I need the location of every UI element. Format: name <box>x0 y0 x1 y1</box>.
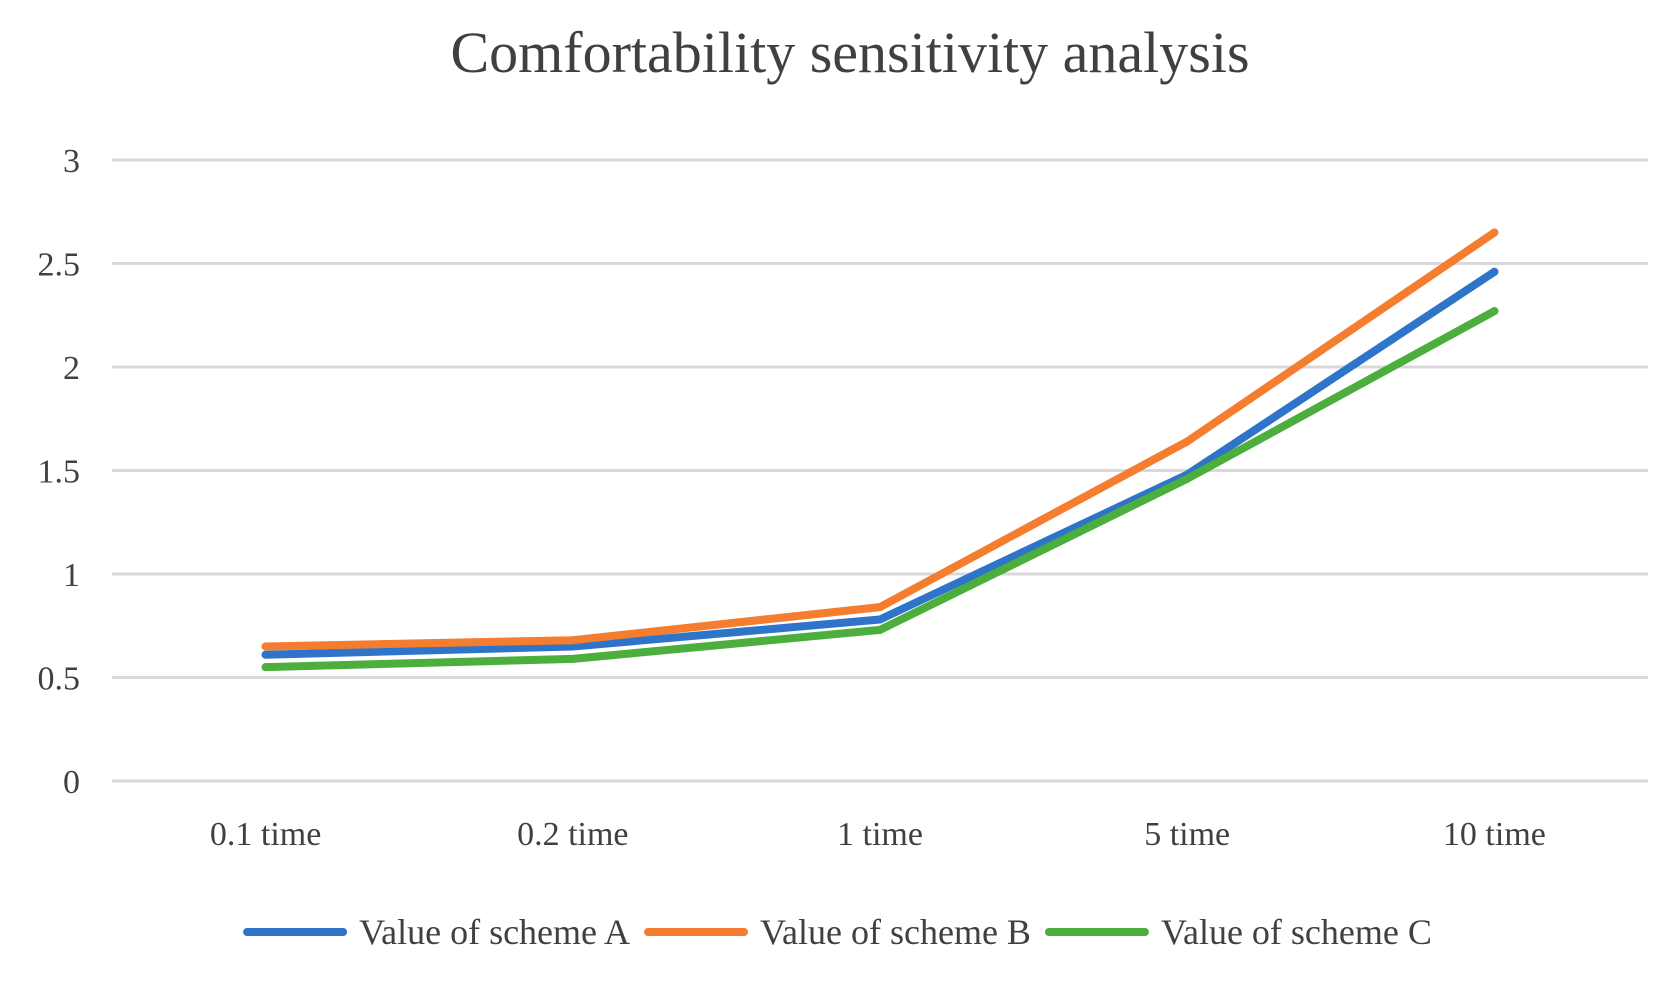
y-axis-tick-labels: 0 0.5 1 1.5 2 2.5 3 <box>38 143 81 801</box>
x-tick-label: 0.1 time <box>210 816 321 853</box>
data-point <box>1490 267 1499 276</box>
data-point <box>261 650 270 659</box>
series-line-b <box>261 228 1499 651</box>
data-point <box>568 642 577 651</box>
legend: Value of scheme A Value of scheme B Value … <box>243 912 1432 952</box>
y-tick-label: 0 <box>63 764 80 801</box>
x-tick-label: 10 time <box>1443 816 1546 853</box>
data-point <box>1490 228 1499 237</box>
data-point <box>876 625 884 634</box>
data-point <box>1183 437 1192 446</box>
y-tick-label: 3 <box>63 143 80 180</box>
x-tick-label: 5 time <box>1144 816 1230 853</box>
legend-label-c: Value of scheme C <box>1161 912 1432 952</box>
chart-title: Comfortability sensitivity analysis <box>450 20 1249 85</box>
data-point <box>568 636 577 645</box>
y-tick-label: 2.5 <box>38 247 81 284</box>
legend-label-a: Value of scheme A <box>359 912 630 952</box>
data-point <box>261 663 270 672</box>
data-point <box>568 654 577 663</box>
x-tick-label: 0.2 time <box>517 816 628 853</box>
data-point <box>1490 307 1499 316</box>
data-point <box>1183 474 1192 483</box>
gridlines <box>112 158 1648 783</box>
legend-label-b: Value of scheme B <box>760 912 1031 952</box>
y-tick-label: 1 <box>63 557 80 594</box>
series-line-a <box>261 267 1499 659</box>
y-tick-label: 1.5 <box>38 454 81 491</box>
x-axis-tick-labels: 0.1 time 0.2 time 1 time 5 time 10 time <box>210 816 1546 853</box>
data-point <box>876 615 884 624</box>
x-tick-label: 1 time <box>837 816 923 853</box>
data-point <box>876 603 884 612</box>
series-line-c <box>261 307 1499 672</box>
series-lines <box>261 228 1499 672</box>
data-point <box>261 642 270 651</box>
y-tick-label: 2 <box>63 350 80 387</box>
y-tick-label: 0.5 <box>38 661 81 698</box>
